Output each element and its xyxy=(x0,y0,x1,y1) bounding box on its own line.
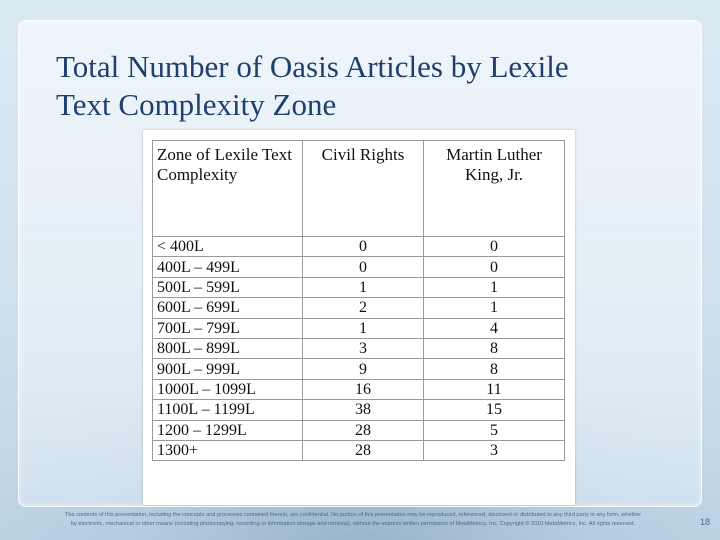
mlk-cell: 15 xyxy=(423,399,565,421)
header-zone: Zone of Lexile Text Complexity xyxy=(152,140,303,237)
mlk-cell: 5 xyxy=(423,419,565,441)
mlk-cell: 11 xyxy=(423,378,565,401)
zone-cell: 700L – 799L xyxy=(152,317,303,339)
lexile-table: Zone of Lexile Text Complexity Civil Rig… xyxy=(152,140,565,462)
table-row: 1000L – 1099L 16 11 xyxy=(152,378,565,401)
zone-cell: 1000L – 1099L xyxy=(152,378,303,401)
zone-cell: 1100L – 1199L xyxy=(152,399,303,421)
table-image-frame: Zone of Lexile Text Complexity Civil Rig… xyxy=(143,130,575,505)
civil-rights-cell: 38 xyxy=(302,399,424,421)
table-row: 900L – 999L 9 8 xyxy=(152,358,565,380)
zone-cell: < 400L xyxy=(152,235,303,258)
civil-rights-cell: 0 xyxy=(302,235,424,258)
zone-cell: 800L – 899L xyxy=(152,337,303,360)
zone-cell: 1300+ xyxy=(152,439,303,462)
zone-cell: 600L – 699L xyxy=(152,297,303,319)
footer-line-1: The contents of this presentation, inclu… xyxy=(64,512,642,518)
civil-rights-cell: 9 xyxy=(302,358,424,380)
header-civil-rights: Civil Rights xyxy=(302,140,424,237)
zone-cell: 1200 – 1299L xyxy=(152,419,303,441)
table-row: 800L – 899L 3 8 xyxy=(152,337,565,360)
table-row: 600L – 699L 2 1 xyxy=(152,297,565,319)
civil-rights-cell: 16 xyxy=(302,378,424,401)
page-number: 18 xyxy=(699,517,710,527)
table-row: 1300+ 28 3 xyxy=(152,439,565,462)
header-mlk: Martin Luther King, Jr. xyxy=(423,140,565,237)
civil-rights-cell: 28 xyxy=(302,439,424,462)
confidentiality-footer: The contents of this presentation, inclu… xyxy=(28,511,678,529)
civil-rights-cell: 1 xyxy=(302,276,424,299)
table-row: 1200 – 1299L 28 5 xyxy=(152,419,565,441)
civil-rights-cell: 3 xyxy=(302,337,424,360)
zone-cell: 900L – 999L xyxy=(152,358,303,380)
mlk-cell: 0 xyxy=(423,256,565,278)
table-row: < 400L 0 0 xyxy=(152,235,565,258)
zone-cell: 500L – 599L xyxy=(152,276,303,299)
mlk-cell: 1 xyxy=(423,276,565,299)
footer-line-2: by electronic, mechanical or other means… xyxy=(70,521,636,527)
civil-rights-cell: 0 xyxy=(302,256,424,278)
title-line-1: Total Number of Oasis Articles by Lexile xyxy=(56,49,569,84)
civil-rights-cell: 1 xyxy=(302,317,424,339)
table-row: 1100L – 1199L 38 15 xyxy=(152,399,565,421)
mlk-cell: 1 xyxy=(423,297,565,319)
table-row: 500L – 599L 1 1 xyxy=(152,276,565,299)
civil-rights-cell: 2 xyxy=(302,297,424,319)
mlk-cell: 8 xyxy=(423,358,565,380)
header-row: Zone of Lexile Text Complexity Civil Rig… xyxy=(152,140,565,237)
civil-rights-cell: 28 xyxy=(302,419,424,441)
table-row: 400L – 499L 0 0 xyxy=(152,256,565,278)
table-row: 700L – 799L 1 4 xyxy=(152,317,565,339)
zone-cell: 400L – 499L xyxy=(152,256,303,278)
mlk-cell: 4 xyxy=(423,317,565,339)
mlk-cell: 0 xyxy=(423,235,565,258)
mlk-cell: 3 xyxy=(423,439,565,462)
table-body: < 400L 0 0 400L – 499L 0 0 500L – 599L 1 1 600L –… xyxy=(152,235,565,462)
mlk-cell: 8 xyxy=(423,337,565,360)
title-line-2: Text Complexity Zone xyxy=(56,87,337,122)
slide-title: Total Number of Oasis Articles by Lexile… xyxy=(56,48,696,124)
